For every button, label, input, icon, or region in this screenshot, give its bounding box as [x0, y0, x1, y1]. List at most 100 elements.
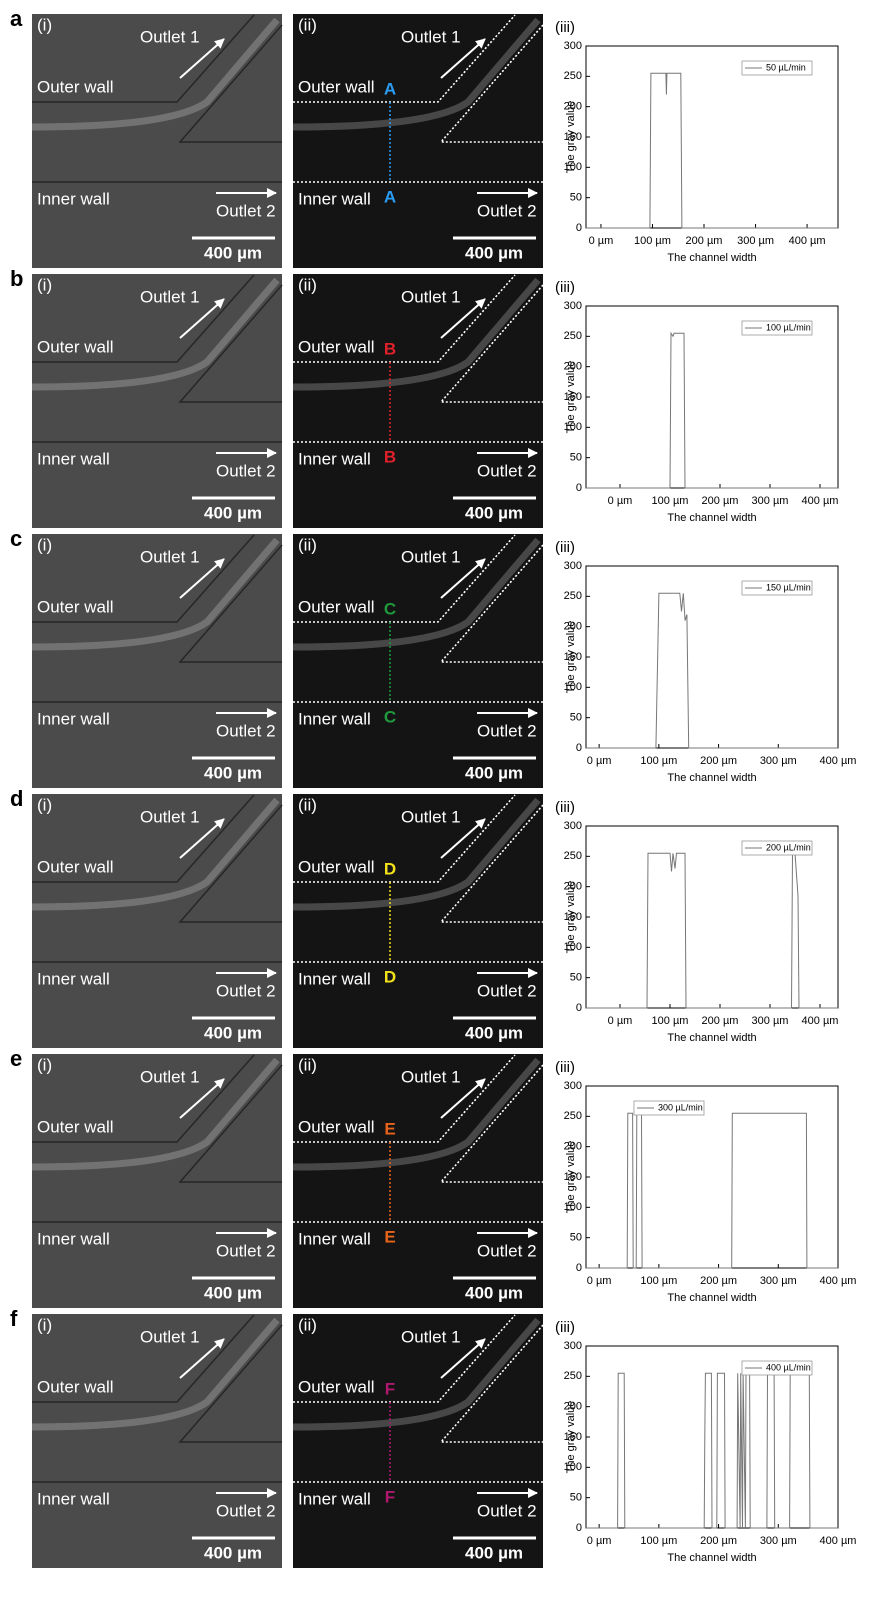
scale-label: 400 µm: [204, 1023, 262, 1042]
outlet-label: Outlet 1: [140, 287, 200, 306]
chart-tag: (iii): [555, 279, 575, 296]
outlet-label: Outlet 2: [477, 1241, 537, 1260]
outlet-label: Outlet 1: [140, 27, 200, 46]
section-marker: D: [384, 859, 396, 878]
micrograph: [293, 1054, 543, 1308]
outlet-label: Outlet 1: [401, 1067, 461, 1086]
panel-label: e: [10, 1046, 22, 1071]
outlet-label: Outlet 1: [140, 807, 200, 826]
wall-label: Inner wall: [298, 1229, 371, 1248]
wall-label: Inner wall: [298, 1489, 371, 1508]
wall-label: Outer wall: [37, 857, 114, 876]
legend-label: 400 µL/min: [766, 1362, 811, 1372]
outlet-label: Outlet 1: [401, 807, 461, 826]
section-marker: D: [384, 967, 396, 986]
panel-label: b: [10, 266, 23, 291]
scale-label: 400 µm: [204, 243, 262, 262]
y-tick-label: 300: [564, 1080, 582, 1092]
y-axis-label: The gray value: [565, 621, 577, 694]
wall-label: Inner wall: [37, 189, 110, 208]
outlet-label: Outlet 2: [477, 721, 537, 740]
wall-label: Outer wall: [37, 1377, 114, 1396]
micrograph: [293, 14, 543, 268]
wall-label: Inner wall: [298, 969, 371, 988]
outlet-label: Outlet 2: [216, 461, 276, 480]
x-tick-label: 0 µm: [587, 1275, 612, 1287]
y-tick-label: 300: [564, 300, 582, 312]
x-tick-label: 100 µm: [640, 1535, 677, 1547]
section-marker: E: [384, 1119, 395, 1138]
image-tag: (i): [37, 795, 52, 814]
scale-label: 400 µm: [465, 1023, 523, 1042]
y-tick-label: 300: [564, 560, 582, 572]
x-tick-label: 100 µm: [640, 1275, 677, 1287]
y-tick-label: 0: [576, 222, 582, 234]
section-marker: C: [384, 599, 396, 618]
y-tick-label: 50: [570, 452, 582, 464]
scale-label: 400 µm: [465, 1543, 523, 1562]
panel-label: a: [10, 6, 23, 31]
x-tick-label: 100 µm: [652, 1015, 689, 1027]
y-tick-label: 50: [570, 1492, 582, 1504]
y-tick-label: 250: [564, 850, 582, 862]
micrograph: [32, 1054, 282, 1308]
panel-label: f: [10, 1306, 18, 1331]
outlet-label: Outlet 1: [401, 27, 461, 46]
wall-label: Outer wall: [298, 77, 375, 96]
y-tick-label: 0: [576, 742, 582, 754]
y-axis-label: The gray value: [565, 881, 577, 954]
x-tick-label: 300 µm: [760, 755, 797, 767]
section-marker: C: [384, 707, 396, 726]
y-tick-label: 300: [564, 40, 582, 52]
micrograph: [293, 534, 543, 788]
x-tick-label: 0 µm: [589, 235, 614, 247]
outlet-label: Outlet 1: [140, 1067, 200, 1086]
outlet-label: Outlet 2: [216, 1501, 276, 1520]
profile-line: [586, 593, 838, 748]
x-axis-label: The channel width: [667, 252, 756, 264]
wall-label: Inner wall: [37, 1489, 110, 1508]
outlet-label: Outlet 2: [216, 1241, 276, 1260]
y-tick-label: 250: [564, 70, 582, 82]
x-tick-label: 200 µm: [686, 235, 723, 247]
wall-label: Outer wall: [37, 337, 114, 356]
y-tick-label: 50: [570, 1232, 582, 1244]
image-tag: (ii): [298, 1315, 317, 1334]
wall-label: Outer wall: [298, 1117, 375, 1136]
section-marker: F: [385, 1487, 395, 1506]
profile-line: [586, 333, 838, 488]
image-tag: (i): [37, 1055, 52, 1074]
x-axis-label: The channel width: [667, 1032, 756, 1044]
outlet-label: Outlet 2: [477, 981, 537, 1000]
y-tick-label: 250: [564, 590, 582, 602]
x-tick-label: 200 µm: [702, 495, 739, 507]
profile-line: [586, 1113, 838, 1268]
x-tick-label: 100 µm: [634, 235, 671, 247]
wall-label: Inner wall: [37, 709, 110, 728]
micrograph: [32, 534, 282, 788]
y-tick-label: 50: [570, 712, 582, 724]
x-tick-label: 400 µm: [820, 755, 857, 767]
profile-line: [586, 73, 838, 228]
y-tick-label: 0: [576, 1522, 582, 1534]
wall-label: Inner wall: [298, 709, 371, 728]
outlet-label: Outlet 2: [216, 981, 276, 1000]
section-marker: A: [384, 79, 396, 98]
x-tick-label: 300 µm: [760, 1535, 797, 1547]
image-tag: (i): [37, 535, 52, 554]
y-tick-label: 300: [564, 1340, 582, 1352]
y-tick-label: 50: [570, 972, 582, 984]
outlet-label: Outlet 1: [140, 547, 200, 566]
micrograph: [32, 14, 282, 268]
x-tick-label: 200 µm: [700, 1535, 737, 1547]
wall-label: Outer wall: [298, 337, 375, 356]
y-tick-label: 50: [570, 192, 582, 204]
outlet-label: Outlet 1: [401, 547, 461, 566]
x-axis-label: The channel width: [667, 1292, 756, 1304]
image-tag: (ii): [298, 1055, 317, 1074]
wall-label: Inner wall: [37, 969, 110, 988]
micrograph: [32, 1314, 282, 1568]
y-tick-label: 0: [576, 1002, 582, 1014]
x-tick-label: 300 µm: [752, 495, 789, 507]
x-tick-label: 0 µm: [608, 495, 633, 507]
